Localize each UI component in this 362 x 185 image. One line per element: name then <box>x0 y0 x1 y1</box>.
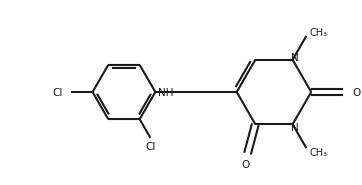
Text: Cl: Cl <box>145 142 156 152</box>
Text: CH₃: CH₃ <box>309 148 327 158</box>
Text: N: N <box>291 53 298 63</box>
Text: CH₃: CH₃ <box>309 28 327 38</box>
Text: O: O <box>241 159 250 169</box>
Text: NH: NH <box>159 88 174 98</box>
Text: O: O <box>353 88 361 98</box>
Text: Cl: Cl <box>53 88 63 98</box>
Text: N: N <box>291 123 298 133</box>
